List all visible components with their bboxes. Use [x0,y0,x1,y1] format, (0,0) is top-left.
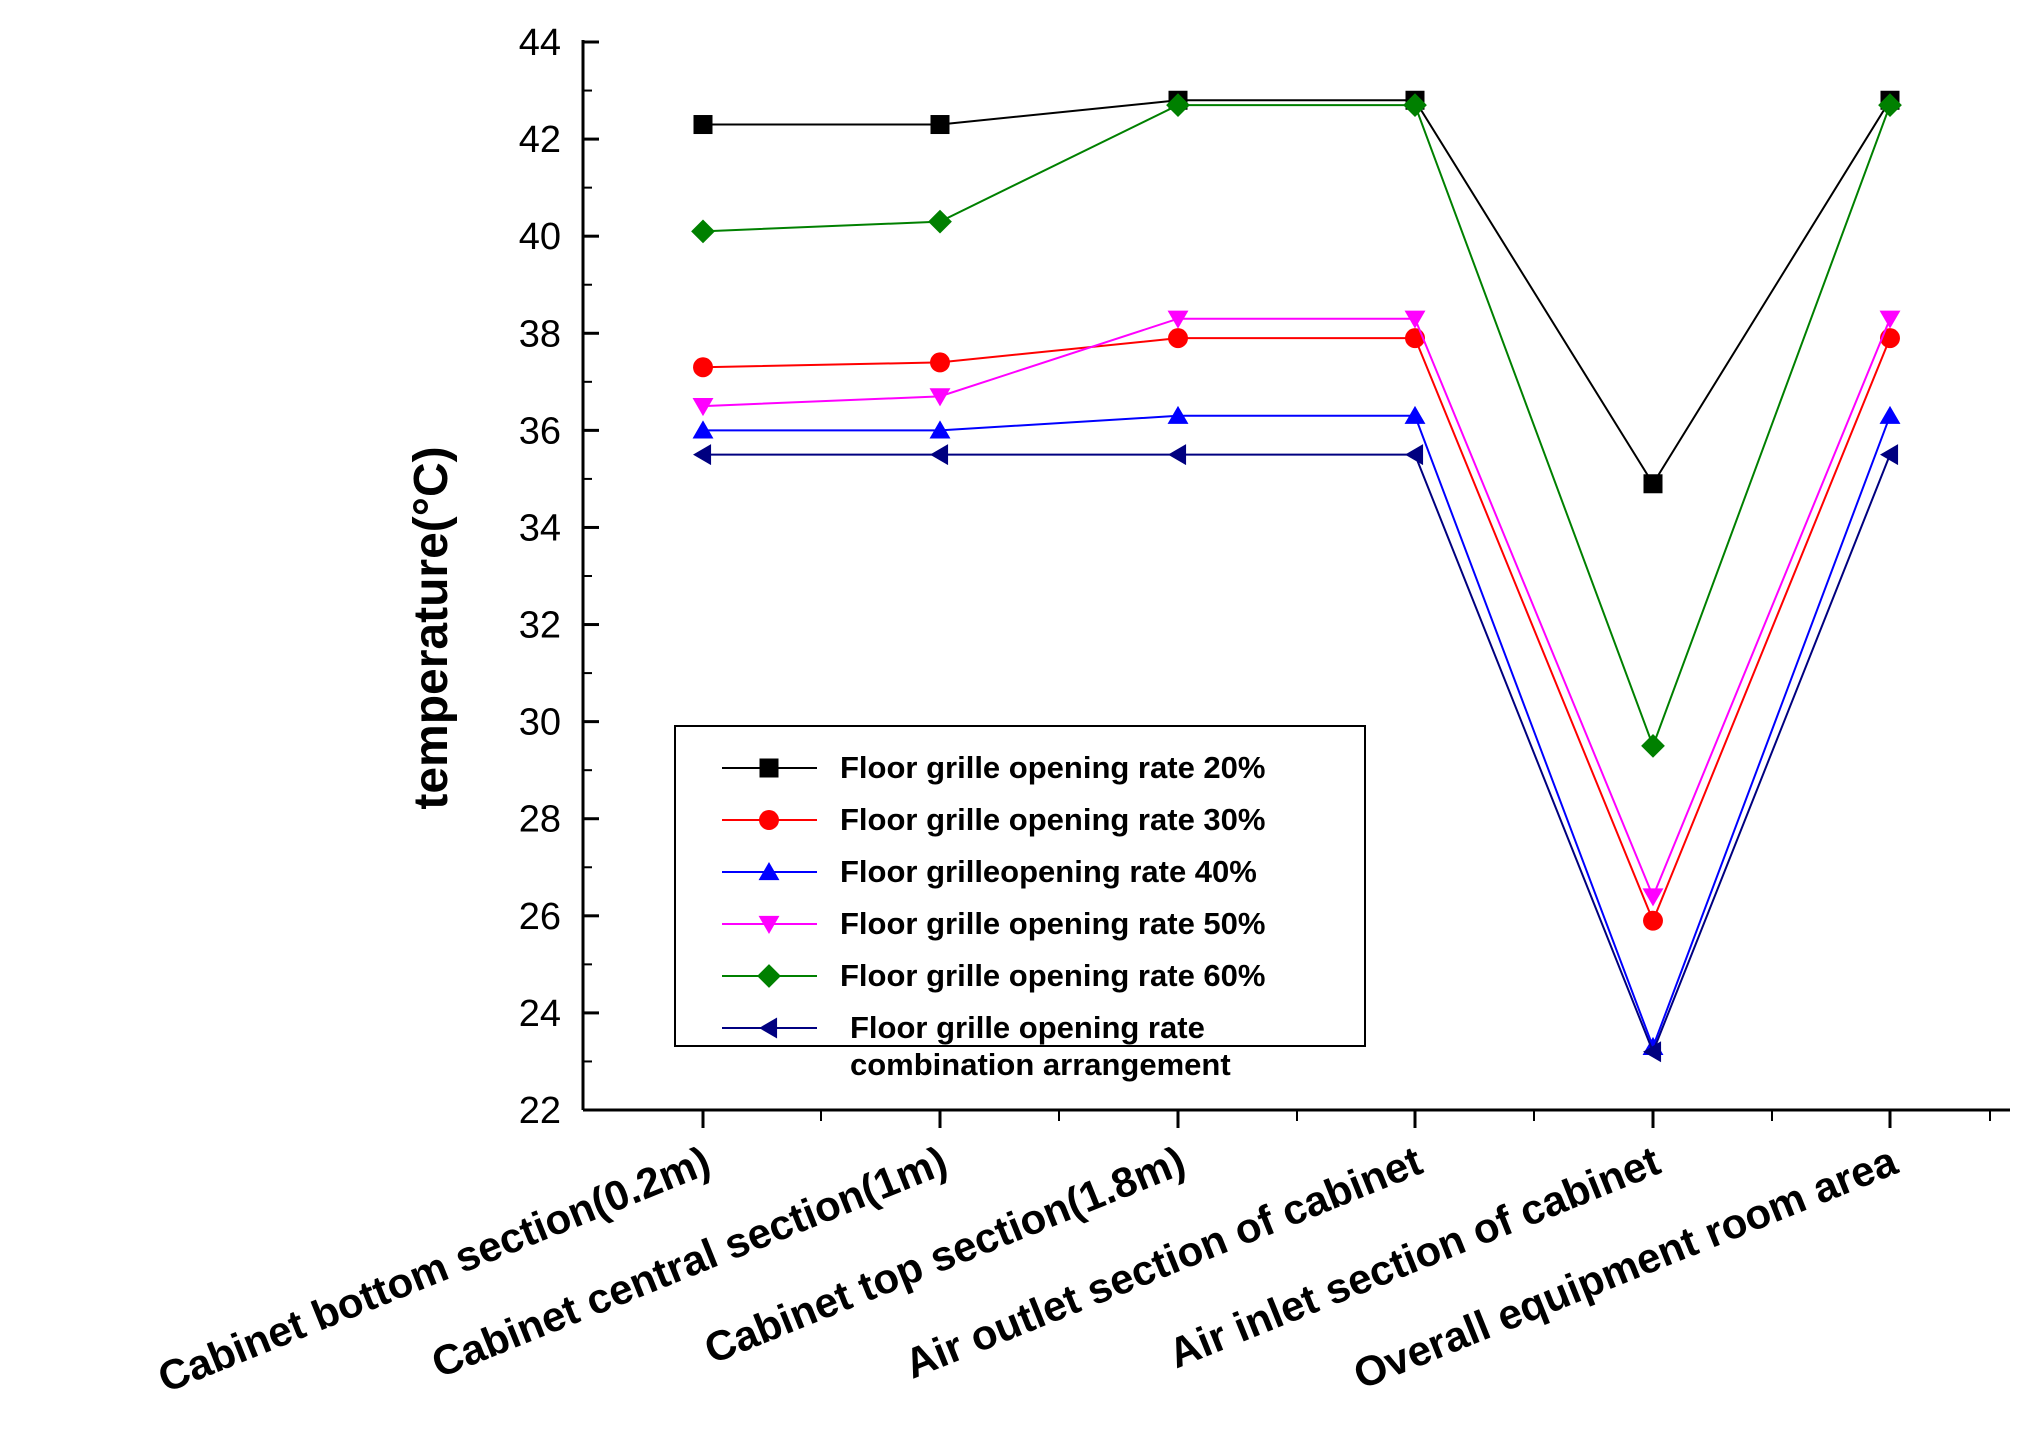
legend-label: Floor grille opening rate 60% [840,958,1265,993]
series-6 [693,444,1899,1063]
y-tick-label: 36 [519,410,561,452]
y-tick-label: 40 [519,216,561,258]
data-point [1403,93,1427,117]
data-point [693,357,713,378]
data-point [1404,405,1426,424]
data-point [1878,93,1902,117]
data-point [1643,910,1663,931]
data-point [1168,444,1187,466]
data-point [1167,405,1189,424]
data-point [1642,888,1664,907]
data-point [1405,444,1424,466]
data-point [1643,1041,1662,1063]
y-tick-label: 30 [519,702,561,744]
data-point [1166,93,1190,117]
y-tick-label: 38 [519,313,561,355]
legend-label: Floor grille opening rate 20% [840,750,1265,785]
legend-label: Floor grille opening rate 30% [840,802,1265,837]
data-point [929,420,951,439]
y-tick-label: 28 [519,799,561,841]
series-1 [693,90,1900,494]
data-point [693,115,713,135]
legend-label: Floor grille opening rate 50% [840,906,1265,941]
y-tick-label: 22 [519,1090,561,1132]
series-line [702,337,1891,924]
y-tick-label: 32 [519,605,561,647]
y-tick-label: 24 [519,993,561,1035]
data-point [1879,405,1901,424]
legend-box [674,725,1366,1047]
legend-label: Floor grille opening rate [850,1010,1205,1045]
y-tick-label: 34 [519,507,561,549]
data-point [930,444,949,466]
legend: Floor grille opening rate 20% Floor grill… [674,725,1366,1082]
data-point [1404,310,1426,329]
data-point [930,115,950,135]
data-point [1641,734,1665,758]
series-line [703,453,1891,1055]
series-4 [692,310,1901,907]
plot-area [691,90,1902,1063]
y-tick-label: 42 [519,119,561,161]
data-point [1879,310,1901,329]
x-axis-ticks: Cabinet bottom section(0.2m)Cabinet cent… [151,1110,1991,1402]
series-line [702,317,1891,900]
legend-marker [759,758,779,778]
data-point [1880,444,1899,466]
legend-marker [759,810,779,830]
series-line [703,414,1891,1050]
legend-marker [758,915,780,934]
data-point [692,398,714,417]
data-point [1643,474,1663,494]
series-5 [691,93,1902,758]
series-2 [693,328,1900,931]
series-line [702,104,1891,749]
legend-label: Floor grilleopening rate 40% [840,854,1257,889]
data-point [1168,328,1188,349]
data-point [929,388,951,407]
y-axis-label: temperature(°C) [405,446,458,809]
data-point [930,352,950,373]
y-tick-label: 44 [519,22,561,64]
data-point [691,219,715,244]
y-tick-label: 26 [519,896,561,938]
legend-label: combination arrangement [850,1047,1231,1082]
legend-marker [758,862,780,881]
data-point [693,444,712,466]
y-axis-ticks: 22 24 26 28 30 32 34 36 38 40 42 44 [519,22,599,1132]
data-point [1167,310,1189,329]
data-point [928,209,952,234]
series-line [703,99,1891,486]
legend-marker [759,1017,778,1039]
legend-marker [757,964,781,988]
data-point [692,420,714,439]
